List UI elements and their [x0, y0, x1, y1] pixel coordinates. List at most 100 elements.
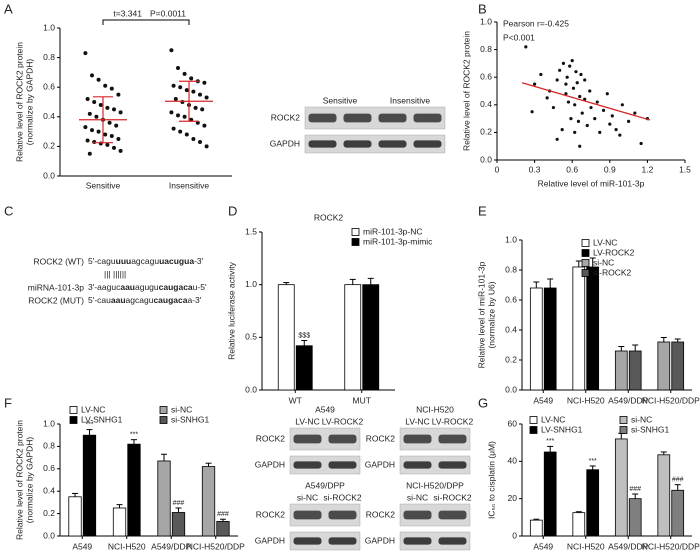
- point: [533, 82, 537, 86]
- point: [593, 117, 597, 121]
- x-tick-label: 0.3: [529, 164, 541, 174]
- blot-band: [403, 434, 432, 444]
- blot-membrane: [289, 531, 361, 551]
- point: [608, 122, 612, 126]
- y-tick-label: 1.0: [505, 234, 517, 244]
- point: [578, 94, 582, 99]
- point: [569, 117, 573, 121]
- x-tick-label: Insensitive: [169, 180, 209, 190]
- legend-label: LV-SNHG1: [541, 424, 583, 434]
- significance-label: ***: [130, 432, 138, 439]
- legend-label: LV-NC: [593, 237, 617, 247]
- legend-swatch: [619, 426, 628, 434]
- point: [573, 130, 577, 134]
- bar: [572, 512, 586, 537]
- y-axis-label: (normalize by U6): [486, 281, 496, 348]
- point: [575, 81, 579, 85]
- sequence-label: ROCK2 (WT): [33, 256, 84, 266]
- dot: [105, 105, 110, 110]
- dot: [92, 139, 97, 144]
- dot: [182, 71, 187, 76]
- bar: [572, 266, 586, 391]
- lane-label: si-ROCK2: [323, 492, 362, 502]
- legend-swatch: [529, 426, 538, 434]
- dot: [204, 144, 209, 149]
- blot-band: [308, 113, 337, 123]
- dot: [109, 86, 114, 91]
- blot-band: [343, 113, 372, 123]
- dot: [171, 126, 176, 131]
- point: [555, 137, 559, 141]
- point: [524, 45, 528, 49]
- sequence-part: 5'-cagu: [88, 256, 116, 266]
- y-tick-label: 0.8: [505, 264, 517, 274]
- legend-label: LV-NC: [81, 404, 105, 414]
- point: [573, 103, 577, 107]
- bar: [671, 341, 685, 391]
- bar: [362, 284, 380, 391]
- y-tick-label: 0.0: [480, 154, 492, 164]
- sequence-part: u-5': [193, 282, 207, 292]
- dot: [112, 145, 116, 150]
- bar: [586, 469, 600, 537]
- significance-label: ###: [672, 477, 684, 484]
- bar: [543, 451, 557, 537]
- blot-band: [328, 434, 357, 444]
- point: [571, 86, 576, 90]
- blot-row-label: ROCK2: [256, 433, 286, 443]
- point: [614, 128, 618, 132]
- point: [585, 123, 589, 128]
- bar: [171, 512, 186, 537]
- y-axis-label: (normalize by GAPDH): [24, 59, 34, 146]
- bar: [657, 341, 671, 391]
- legend-label: si-SNHG1: [631, 424, 670, 434]
- y-tick-label: 0.5: [245, 332, 257, 342]
- y-axis-label: Relative level of ROCK2 protein: [14, 42, 24, 162]
- blot-band: [308, 140, 337, 148]
- blot-row-label: ROCK2: [366, 433, 396, 443]
- x-tick-label: 1.5: [679, 164, 691, 174]
- y-tick-label: 0.8: [480, 44, 492, 54]
- dot: [92, 100, 97, 104]
- blot-band: [328, 537, 357, 545]
- point: [539, 72, 543, 77]
- dot: [184, 132, 189, 137]
- x-tick-label: NCI-H520/DDP: [187, 541, 245, 551]
- lane-label: LV-ROCK2: [432, 416, 474, 426]
- sequence-part: a-3': [187, 295, 201, 305]
- sequence-part: agcagu: [131, 256, 159, 266]
- bar: [201, 466, 216, 537]
- y-axis-label: IC₅₀ to cisplatin (μM): [486, 441, 496, 519]
- significance-bracket: [102, 19, 190, 25]
- blot-band: [438, 510, 467, 520]
- blot-band: [413, 113, 442, 123]
- point: [551, 105, 556, 110]
- point: [545, 96, 549, 100]
- y-tick-label: 1.0: [245, 279, 257, 289]
- bar: [277, 284, 295, 391]
- sequence: 5'-caguuuuagcaguuacugua-3': [88, 256, 204, 266]
- sequence-part: agcagu: [126, 295, 154, 305]
- sequence: 3'-aagucaauagugucaugacau-5': [88, 282, 207, 292]
- blot-title: A549: [315, 404, 335, 414]
- blot-row-label: ROCK2: [271, 112, 301, 122]
- stat-annotation: P<0.001: [503, 32, 535, 42]
- legend-label: miR-101-3p-mimic: [363, 236, 433, 246]
- dot: [116, 92, 121, 97]
- y-tick-label: 0.4: [43, 485, 55, 495]
- dot: [180, 100, 185, 104]
- bar: [295, 345, 313, 391]
- sequence-part: 3'-aaguc: [88, 282, 121, 292]
- blot-membrane: [289, 455, 361, 475]
- point: [595, 100, 599, 104]
- point: [588, 89, 592, 93]
- point: [568, 64, 572, 68]
- blot-band: [293, 461, 322, 469]
- dot: [118, 148, 123, 153]
- dot: [202, 123, 207, 128]
- blot-membrane: [399, 531, 471, 551]
- dot: [96, 129, 101, 134]
- point: [564, 82, 568, 86]
- blot-row-label: GAPDH: [365, 535, 395, 545]
